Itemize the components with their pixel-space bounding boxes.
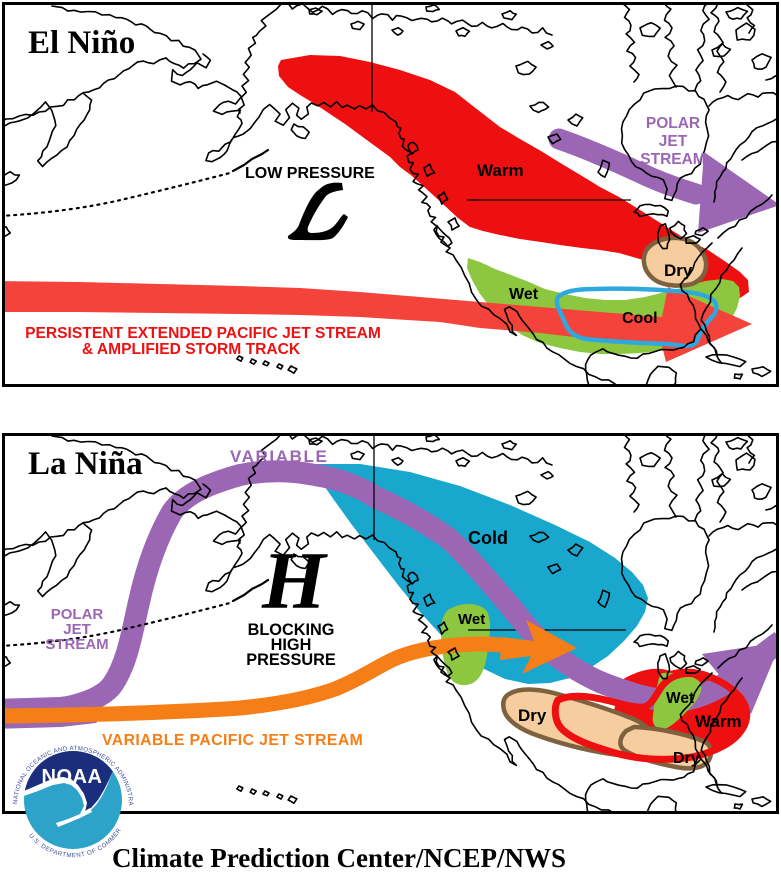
svg-text:STREAM: STREAM <box>45 636 108 653</box>
svg-text:VARIABLE PACIFIC JET STREAM: VARIABLE PACIFIC JET STREAM <box>102 732 363 749</box>
svg-text:Cold: Cold <box>468 528 508 548</box>
svg-text:POLAR: POLAR <box>646 115 700 132</box>
svg-text:H: H <box>261 535 328 626</box>
svg-text:Dry: Dry <box>518 706 547 725</box>
svg-text:POLAR: POLAR <box>51 606 104 623</box>
svg-text:Warm: Warm <box>695 712 742 731</box>
svg-text:PRESSURE: PRESSURE <box>246 651 336 669</box>
svg-text:Wet: Wet <box>666 690 694 707</box>
svg-text:JET: JET <box>63 621 91 638</box>
svg-text:LOW PRESSURE: LOW PRESSURE <box>245 165 375 182</box>
svg-text:Climate Prediction Center/NCEP: Climate Prediction Center/NCEP/NWS <box>112 843 566 873</box>
svg-text:HIGH: HIGH <box>271 636 312 654</box>
svg-text:Dry: Dry <box>673 750 700 767</box>
svg-text:Wet: Wet <box>509 286 539 303</box>
svg-text:Dry: Dry <box>664 261 693 280</box>
svg-text:VARIABLE: VARIABLE <box>230 447 328 466</box>
svg-text:El Niño: El Niño <box>28 25 135 61</box>
svg-text:Wet: Wet <box>458 611 485 628</box>
svg-text:NOAA: NOAA <box>42 766 103 788</box>
svg-text:& AMPLIFIED STORM TRACK: & AMPLIFIED STORM TRACK <box>82 341 301 358</box>
svg-text:PERSISTENT EXTENDED PACIFIC JE: PERSISTENT EXTENDED PACIFIC JET STREAM <box>25 325 381 342</box>
svg-text:JET: JET <box>659 133 688 150</box>
svg-text:La Niña: La Niña <box>28 446 143 482</box>
svg-text:STREAM: STREAM <box>640 151 705 168</box>
svg-text:Cool: Cool <box>622 310 658 327</box>
svg-text:BLOCKING: BLOCKING <box>248 621 335 639</box>
svg-text:Warm: Warm <box>477 161 524 180</box>
